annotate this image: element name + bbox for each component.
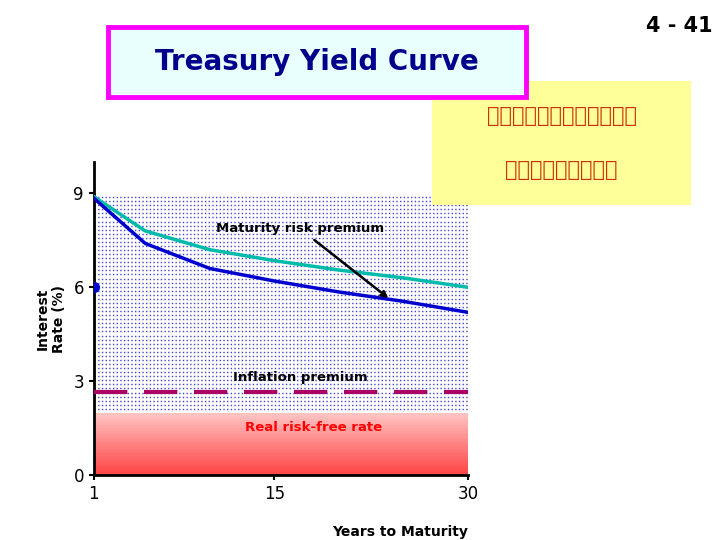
Text: 4 - 41: 4 - 41 — [646, 16, 713, 36]
Text: คาดวาภาวะเงน: คาดวาภาวะเงน — [487, 106, 636, 126]
Text: เฟอจะลดลง: เฟอจะลดลง — [505, 160, 618, 180]
Text: Years to Maturity: Years to Maturity — [332, 525, 468, 539]
Text: Maturity risk premium: Maturity risk premium — [216, 222, 386, 296]
Y-axis label: Interest
Rate (%): Interest Rate (%) — [36, 285, 66, 353]
Text: Inflation premium: Inflation premium — [233, 371, 367, 384]
Text: Real risk-free rate: Real risk-free rate — [245, 421, 382, 434]
Text: Treasury Yield Curve: Treasury Yield Curve — [155, 48, 479, 76]
